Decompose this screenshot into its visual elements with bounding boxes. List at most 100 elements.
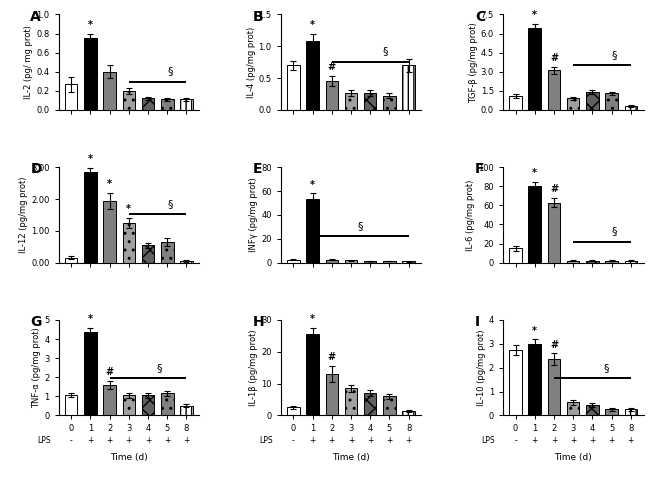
Y-axis label: TNF-α (pg/mg prot): TNF-α (pg/mg prot)	[32, 327, 42, 408]
Text: +: +	[551, 436, 557, 445]
Bar	[326, 260, 338, 263]
Text: §: §	[168, 67, 173, 76]
Text: +: +	[406, 436, 412, 445]
Text: +: +	[608, 436, 615, 445]
Text: *: *	[126, 204, 131, 214]
Bar	[384, 96, 396, 110]
Bar	[123, 223, 135, 263]
Y-axis label: TGF-β (pg/mg prot): TGF-β (pg/mg prot)	[469, 22, 478, 102]
Bar	[65, 395, 77, 415]
Text: E: E	[253, 162, 262, 176]
Text: *: *	[88, 20, 93, 30]
Text: §: §	[612, 50, 618, 60]
Text: *: *	[88, 314, 93, 324]
Text: +: +	[570, 436, 577, 445]
Text: +: +	[628, 436, 634, 445]
Bar	[364, 261, 376, 263]
Bar	[605, 261, 618, 263]
Text: *: *	[107, 179, 112, 189]
Text: +: +	[145, 436, 151, 445]
Bar	[384, 396, 396, 415]
Bar	[586, 405, 599, 415]
Bar	[509, 248, 522, 263]
Y-axis label: IL-6 (pg/mg prot): IL-6 (pg/mg prot)	[466, 179, 475, 251]
Bar	[625, 410, 637, 415]
Text: LPS: LPS	[259, 436, 273, 445]
Bar	[384, 261, 396, 263]
X-axis label: Time (d): Time (d)	[110, 453, 148, 462]
Text: #: #	[550, 340, 558, 350]
Bar	[548, 359, 560, 415]
Text: *: *	[310, 314, 315, 324]
Text: +: +	[348, 436, 354, 445]
Text: +: +	[125, 436, 132, 445]
Bar	[103, 385, 116, 415]
Text: +: +	[329, 436, 335, 445]
Bar	[326, 374, 338, 415]
Text: §: §	[358, 221, 363, 231]
Bar	[65, 84, 77, 110]
Text: +: +	[107, 436, 113, 445]
Bar	[65, 258, 77, 263]
Bar	[287, 260, 300, 263]
Bar	[142, 395, 154, 415]
Text: +: +	[589, 436, 595, 445]
Bar	[605, 93, 618, 110]
Bar	[123, 91, 135, 110]
Bar	[180, 406, 193, 415]
Text: #: #	[550, 184, 558, 194]
Bar	[528, 28, 541, 110]
Bar	[103, 72, 116, 110]
Bar	[142, 99, 154, 110]
Text: G: G	[31, 315, 42, 329]
Bar	[567, 99, 579, 110]
Text: I: I	[474, 315, 480, 329]
Bar	[306, 41, 318, 110]
Bar	[103, 200, 116, 263]
Text: B: B	[253, 10, 263, 24]
Bar	[528, 186, 541, 263]
Bar	[344, 388, 358, 415]
Bar	[567, 261, 579, 263]
Bar	[402, 65, 415, 110]
Bar	[586, 92, 599, 110]
Text: D: D	[31, 162, 42, 176]
Bar	[548, 71, 560, 110]
Text: +: +	[164, 436, 170, 445]
Text: §: §	[603, 363, 609, 373]
Bar	[161, 99, 174, 110]
Text: LPS: LPS	[37, 436, 51, 445]
Text: -: -	[70, 436, 73, 445]
X-axis label: Time (d): Time (d)	[554, 453, 592, 462]
Bar	[161, 394, 174, 415]
Bar	[625, 261, 637, 263]
Y-axis label: IL-4 (pg/mg prot): IL-4 (pg/mg prot)	[247, 27, 255, 98]
Text: #: #	[328, 352, 336, 362]
Bar	[344, 93, 358, 110]
Text: LPS: LPS	[482, 436, 495, 445]
Y-axis label: IL-10 (pg/mg prot): IL-10 (pg/mg prot)	[476, 329, 486, 406]
Bar	[605, 410, 618, 415]
Bar	[123, 395, 135, 415]
X-axis label: Time (d): Time (d)	[332, 453, 370, 462]
Bar	[161, 242, 174, 263]
Text: *: *	[310, 180, 315, 190]
Bar	[567, 402, 579, 415]
Text: +: +	[367, 436, 373, 445]
Bar	[142, 245, 154, 263]
Text: #: #	[105, 367, 114, 377]
Bar	[287, 408, 300, 415]
Text: #: #	[550, 54, 558, 63]
Bar	[344, 260, 358, 263]
Text: -: -	[514, 436, 517, 445]
Text: §: §	[383, 46, 388, 57]
Y-axis label: IL-1β (pg/mg prot): IL-1β (pg/mg prot)	[249, 329, 258, 406]
Text: +: +	[309, 436, 316, 445]
Bar	[84, 38, 97, 110]
Bar	[586, 261, 599, 263]
Bar	[548, 202, 560, 263]
Bar	[84, 332, 97, 415]
Text: *: *	[88, 155, 93, 164]
Text: *: *	[310, 20, 315, 30]
Text: H: H	[253, 315, 264, 329]
